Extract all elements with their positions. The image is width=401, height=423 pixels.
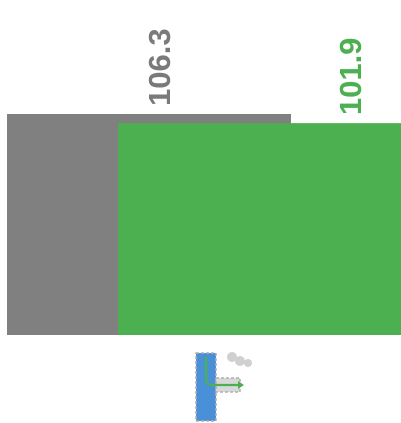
bar-2 (118, 123, 401, 335)
bar-2-value-label: 101.9 (333, 38, 368, 116)
bar-1-value-label: 106.3 (142, 28, 177, 106)
value-label-group: 106.3 101.9 (142, 28, 368, 115)
bar-group (7, 114, 401, 335)
pipe-junction-icon (195, 352, 252, 422)
